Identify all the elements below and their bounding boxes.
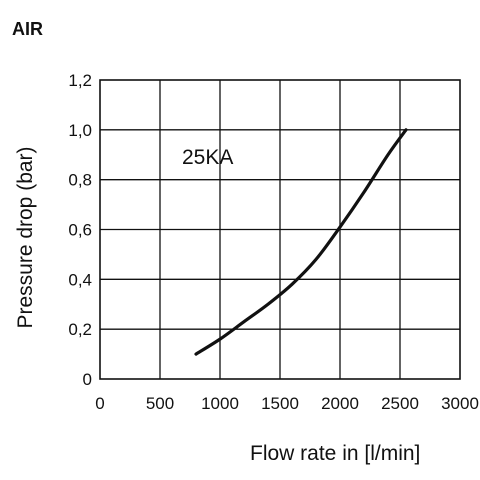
x-tick-label: 3000 (441, 394, 479, 413)
y-axis-label: Pressure drop (bar) (14, 146, 37, 328)
series-group (194, 128, 408, 356)
x-tick-label: 2000 (321, 394, 359, 413)
plot-border (99, 79, 461, 380)
x-tick-labels: 0 500 1000 1500 2000 2500 3000 (95, 394, 479, 413)
y-tick-labels: 0 0,2 0,4 0,6 0,8 1,0 1,2 (68, 71, 92, 389)
y-tick-label: 1,0 (68, 121, 92, 140)
y-tick-label: 1,2 (68, 71, 92, 90)
x-tick-label: 1500 (261, 394, 299, 413)
series-line-0 (194, 128, 408, 356)
y-tick-label: 0,4 (68, 270, 92, 289)
chart-title: AIR (12, 19, 43, 39)
x-axis-label: Flow rate in [l/min] (250, 442, 420, 465)
y-tick-label: 0,6 (68, 221, 92, 240)
x-tick-label: 1000 (201, 394, 239, 413)
y-tick-label: 0,2 (68, 320, 92, 339)
y-tick-label: 0,8 (68, 171, 92, 190)
x-tick-label: 500 (146, 394, 174, 413)
x-tick-label: 2500 (381, 394, 419, 413)
x-tick-label: 0 (95, 394, 104, 413)
curve-annotation: 25KA (182, 146, 233, 169)
plot-frame (99, 79, 461, 380)
grid (100, 80, 460, 379)
y-tick-label: 0 (83, 370, 92, 389)
